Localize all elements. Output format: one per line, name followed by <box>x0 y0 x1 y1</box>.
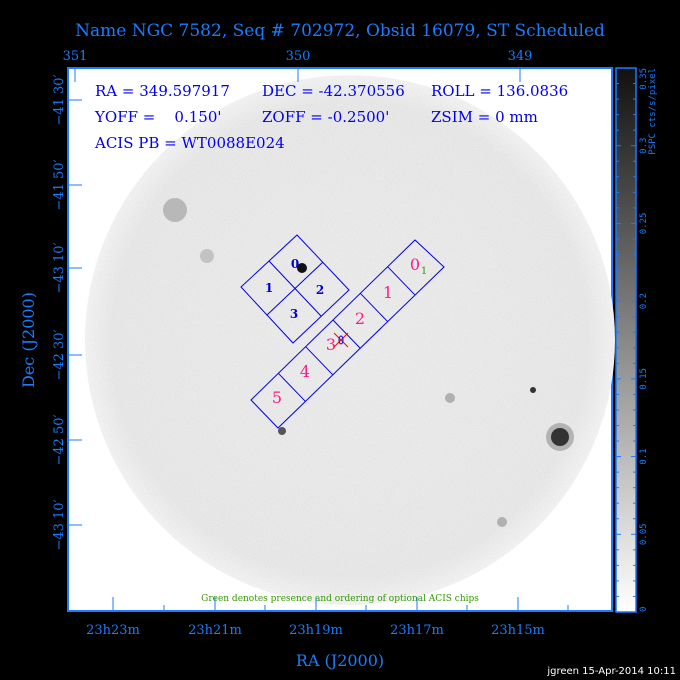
acis-s-chip-1-label: 1 <box>383 283 393 302</box>
colorbar-tick-label: 0.2 <box>639 293 649 309</box>
acis-i-chip-1-label: 1 <box>265 281 273 295</box>
y-axis-label: Dec (J2000) <box>19 292 38 388</box>
colorbar <box>615 67 637 613</box>
x-tick-bottom: 23h23m <box>86 623 140 638</box>
acis-s-array <box>250 239 445 429</box>
acis-s-chip-divider <box>387 266 416 296</box>
sky-disk <box>85 75 615 605</box>
x-tick-bottom: 23h15m <box>491 623 545 638</box>
optional-chips-note: Green denotes presence and ordering of o… <box>201 594 479 604</box>
colorbar-tick-label: 0.25 <box>639 213 649 235</box>
acis-i-array <box>240 234 350 344</box>
acis-s-chip-2-label: 2 <box>355 309 365 328</box>
info-roll: ROLL = 136.0836 <box>431 82 568 100</box>
acis-s-chip-5-label: 5 <box>272 388 282 407</box>
info-acis-pb: ACIS PB = WT0088E024 <box>94 134 285 152</box>
aimpoint-marker <box>333 332 349 348</box>
x-tick-top-349: 349 <box>508 49 533 64</box>
footer-credit: jgreen 15-Apr-2014 10:11 <box>546 666 676 677</box>
x-tick-bottom: 23h21m <box>188 623 242 638</box>
acis-i-chip-0-label: 0 <box>291 257 299 271</box>
info-ra: RA = 349.597917 <box>95 82 230 100</box>
acis-s-chip-divider <box>305 346 334 376</box>
colorbar-tick-label: 0 <box>639 607 649 612</box>
y-tick: −43 10′ <box>52 499 67 550</box>
x-axis-label: RA (J2000) <box>296 651 384 670</box>
info-zoff: ZOFF = -0.2500' <box>262 108 389 126</box>
acis-i-chip-3-label: 3 <box>290 307 298 321</box>
acis-s-chip-0-label: 0 <box>410 255 420 274</box>
info-yoff: YOFF = 0.150' <box>94 108 222 126</box>
info-dec: DEC = -42.370556 <box>262 82 405 100</box>
colorbar-tick-label: 0.05 <box>639 523 649 545</box>
x-tick-bottom: 23h17m <box>390 623 444 638</box>
x-tick-top-351: 351 <box>63 49 88 64</box>
acis-s-chip-4-label: 4 <box>300 362 310 381</box>
y-tick: −42 50′ <box>52 414 67 465</box>
y-tick: −43 10′ <box>52 242 67 293</box>
colorbar-tick-label: 0.15 <box>639 368 649 390</box>
colorbar-tick-label: 0.35 <box>639 68 649 90</box>
x-tick-top-350: 350 <box>286 49 311 64</box>
y-tick: −42 30′ <box>52 329 67 380</box>
plot-title: Name NGC 7582, Seq # 702972, Obsid 16079… <box>75 21 605 41</box>
info-zsim: ZSIM = 0 mm <box>431 108 538 126</box>
acis-s-chip-3-label: 3 <box>326 335 336 354</box>
colorbar-label: PSPC cts/s/pixel <box>648 68 658 155</box>
x-tick-bottom: 23h19m <box>289 623 343 638</box>
acis-s-chip-divider <box>359 292 388 322</box>
y-tick: −41 30′ <box>52 74 67 125</box>
colorbar-tick-label: 0.1 <box>639 448 649 464</box>
y-tick: −41 50′ <box>52 159 67 210</box>
acis-s-chip-divider <box>277 372 306 402</box>
optional-chip-marker: 1 <box>421 266 427 277</box>
acis-i-chip-2-label: 2 <box>316 283 324 297</box>
colorbar-tick-label: 0.3 <box>639 138 649 154</box>
